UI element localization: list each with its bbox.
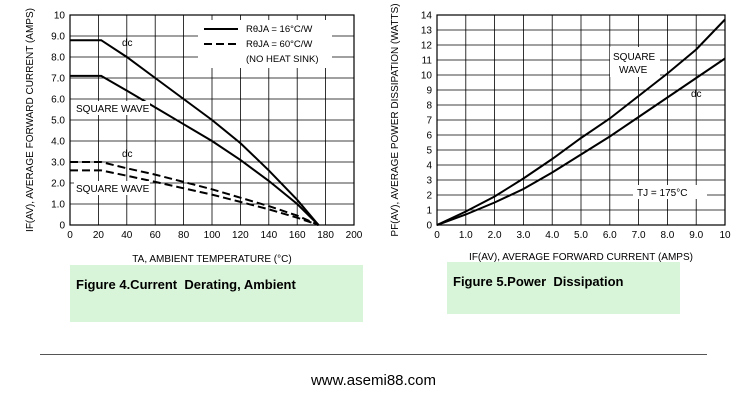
series-line-2 [436,57,726,226]
chart-1-legend: RθJA = 16°C/W RθJA = 60°C/W (NO HEAT SIN… [198,20,332,68]
y-tick-label: 12 [421,41,433,52]
x-tick-label: 5.0 [574,230,588,241]
chart-1-caption-box [70,265,363,322]
x-tick-label: 140 [260,230,277,241]
chart-2-annotation-tj: TJ = 175°C [637,188,687,199]
chart-1-annotation-square-wave-lower: SQUARE WAVE [76,184,150,195]
y-tick-label: 0 [59,221,65,232]
y-tick-label: 4 [426,161,432,172]
y-tick-label: 11 [422,56,433,67]
chart-2-grid [437,15,725,225]
chart-1-annotation-dc-upper: dc [122,38,133,49]
y-tick-label: 13 [421,26,433,37]
chart-2-series-group [436,18,726,226]
chart-2-annotation-wave: WAVE [619,65,648,76]
y-tick-label: 8.0 [51,53,65,64]
y-tick-label: 7.0 [51,74,65,85]
y-tick-label: 9.0 [51,32,65,43]
chart-2-annotation-bg-2 [633,185,707,199]
y-tick-label: 1.0 [51,200,65,211]
x-tick-label: 80 [178,230,190,241]
x-tick-label: 10 [719,230,731,241]
series-line-2 [70,74,320,226]
chart-2-x-axis-label: IF(AV), AVERAGE FORWARD CURRENT (AMPS) [469,252,693,263]
y-tick-label: 4.0 [51,137,65,148]
y-tick-label: 10 [421,71,433,82]
x-tick-label: 4.0 [545,230,559,241]
series-line-4 [70,169,319,226]
x-tick-label: 7.0 [632,230,646,241]
chart-1-y-axis-label: IF(AV), AVERAGE FORWARD CURRENT (AMPS) [25,8,36,232]
chart-1-x-axis-label: TA, AMBIENT TEMPERATURE (°C) [132,254,291,265]
chart-2-svg: 0 1.0 2.0 3.0 4.0 5.0 6.0 7.0 8.0 9.0 100123456789… [390,3,731,263]
y-tick-label: 2.0 [51,179,65,190]
y-tick-label: 1 [426,206,432,217]
chart-1-series-group [70,39,320,226]
y-tick-label: 0 [426,221,432,232]
series-line-1 [70,39,320,226]
y-tick-label: 14 [421,11,433,22]
chart-2-annotation-bg-1 [610,47,660,77]
x-tick-label: 8.0 [660,230,674,241]
x-tick-label: 180 [317,230,334,241]
x-tick-label: 100 [204,230,221,241]
x-tick-label: 1.0 [459,230,473,241]
series-line-3 [70,161,319,226]
chart-1-svg: 0 20 40 60 80 100 120 140 160 180 200 0 1.0 2.0 3.0 4.0… [25,8,363,265]
x-tick-label: 2.0 [488,230,502,241]
footer-divider [40,354,707,355]
x-tick-label: 9.0 [689,230,703,241]
y-tick-label: 6 [426,131,432,142]
chart-1-annotation-square-wave-lower-wrap: SQUARE WAVE [74,181,150,195]
chart-2-y-axis-label: PF(AV), AVERAGE POWER DISSIPATION (WATTS… [390,3,401,236]
y-tick-label: 9 [426,86,432,97]
y-tick-label: 8 [426,101,432,112]
x-tick-label: 160 [289,230,306,241]
chart-1-annotation-bg-1 [74,101,150,115]
x-tick-label: 0 [434,230,440,241]
chart-2-annotation-square-wave-wrap: SQUARE WAVE [610,47,660,77]
chart-1-annotation-square-wave-upper-wrap: SQUARE WAVE [74,101,150,115]
x-tick-label: 120 [232,230,249,241]
chart-1-legend-entry-3: (NO HEAT SINK) [246,54,319,65]
x-tick-label: 6.0 [603,230,617,241]
chart-current-derating: 0 20 40 60 80 100 120 140 160 180 200 0 1.0 2.0 3.0 4.0… [0,0,372,330]
x-tick-label: 20 [93,230,105,241]
x-tick-label: 0 [67,230,73,241]
y-tick-label: 5.0 [51,116,65,127]
y-tick-label: 3.0 [51,158,65,169]
y-tick-label: 7 [426,116,432,127]
y-tick-label: 3 [426,176,432,187]
chart-2-annotation-square: SQUARE [613,52,656,63]
chart-1-ticks: 0 20 40 60 80 100 120 140 160 180 200 0 1.0 2.0 3.0 4.0… [51,11,363,242]
chart-1-legend-entry-2: RθJA = 60°C/W [246,39,312,50]
x-tick-label: 40 [121,230,133,241]
x-tick-label: 3.0 [516,230,530,241]
chart-1-annotation-dc-lower: dc [122,149,133,160]
chart-1-annotation-bg-2 [74,181,150,195]
chart-1-legend-entry-1: RθJA = 16°C/W [246,24,312,35]
chart-power-dissipation: 0 1.0 2.0 3.0 4.0 5.0 6.0 7.0 8.0 9.0 10 0 1 2 3 4 5 6 7 8 9… [375,0,747,330]
chart-1-caption: Figure 4.Current Derating, Ambient [76,277,296,292]
chart-2-annotation-dc: dc [691,89,702,100]
chart-2-ticks: 0 1.0 2.0 3.0 4.0 5.0 6.0 7.0 8.0 9.0 100123456789… [421,11,731,242]
chart-2-caption-box [447,262,680,314]
footer-website: www.asemi88.com [310,372,437,389]
y-tick-label: 10 [54,11,66,22]
chart-2-annotation-tj-wrap: TJ = 175°C [633,185,707,199]
y-tick-label: 2 [426,191,432,202]
series-line-1 [436,18,726,226]
chart-2-caption: Figure 5.Power Dissipation [453,274,624,289]
x-tick-label: 200 [346,230,363,241]
x-tick-label: 60 [150,230,162,241]
chart-1-annotation-square-wave-upper: SQUARE WAVE [76,104,150,115]
y-tick-label: 5 [426,146,432,157]
y-tick-label: 6.0 [51,95,65,106]
